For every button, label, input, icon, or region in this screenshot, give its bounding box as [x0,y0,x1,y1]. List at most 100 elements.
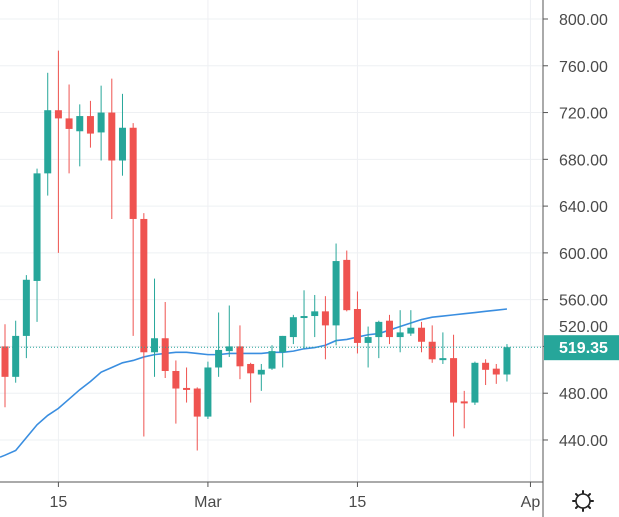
ma-line [0,308,508,458]
candle-body [225,346,233,352]
candle-body [172,370,180,389]
candle [33,168,41,322]
candle-body [257,369,265,375]
candle-body [289,317,297,338]
candle [193,387,201,451]
candle [97,85,105,161]
candle-body [65,118,73,129]
candle-body [353,309,361,343]
candle-body [215,349,223,368]
candle [215,312,223,377]
last-price-label: 519.35 [559,340,608,357]
candles [1,50,511,451]
candle-body [161,338,169,371]
candle [471,361,479,405]
candle [129,123,137,336]
candle [268,345,276,370]
candle-body [108,112,116,161]
candle [151,278,159,377]
candle [22,275,30,359]
candle-body [279,335,287,353]
candle-body [118,127,126,161]
candle-body [343,259,351,311]
x-tick-label: Mar [194,494,222,511]
y-tick-label: 480.00 [559,386,608,403]
candle [353,291,361,354]
candle [428,325,436,363]
candle [118,93,126,176]
candle [225,305,233,357]
candle-body [321,311,329,326]
candle-body [247,363,255,374]
candle [482,359,490,386]
candle-body [332,261,340,326]
candle-body [140,218,148,353]
candle-body [492,368,500,375]
candle-body [151,338,159,353]
candle-body [482,362,490,370]
candle [140,213,148,437]
candle [492,363,500,384]
candle [396,310,404,353]
candle [172,360,180,424]
y-tick-label: 440.00 [559,433,608,450]
y-tick-label: 800.00 [559,12,608,29]
candle-body [428,341,436,360]
y-tick-label: 520.00 [559,319,608,336]
candle-body [450,358,458,403]
grid [0,0,543,482]
candle [76,104,84,167]
y-tick-label: 760.00 [559,59,608,76]
candle [439,332,447,364]
gear-icon[interactable] [572,490,594,512]
candle-body [183,387,191,390]
candle-body [385,320,393,338]
last-price-tag: 519.35 [544,335,619,361]
candle-body [460,401,468,404]
candle [247,362,255,403]
candle [321,296,329,360]
candle-body [503,347,511,375]
y-tick-label: 720.00 [559,106,608,123]
candle-body [204,367,212,417]
candle-body [22,279,30,336]
candle [300,290,308,349]
candle-body [54,110,62,119]
candle [460,390,468,429]
candle [54,50,62,253]
candle-body [86,116,94,134]
candle-body [12,335,20,377]
candle [364,326,372,368]
candle-body [76,116,84,132]
candle-body [439,358,447,361]
candle [204,361,212,419]
candle-body [33,173,41,281]
candle [503,344,511,382]
y-tick-label: 600.00 [559,246,608,263]
price-axis[interactable]: 800.00 760.00 720.00 680.00 640.00 600.00 560.… [542,0,608,517]
x-tick-label: 15 [349,494,367,511]
candle-body [300,316,308,319]
candle-body [471,362,479,403]
candle [236,325,244,380]
candle-body [97,112,105,133]
candle-body [396,332,404,338]
x-tick-label: Ap [521,494,541,511]
last-price-badge [544,335,619,361]
candle [343,250,351,312]
candle [279,335,287,368]
candle [65,84,73,174]
candle [257,363,265,391]
x-tick-label: 15 [50,494,68,511]
candle-body [311,311,319,317]
candle-body [129,127,137,219]
candle-body [1,346,9,377]
time-axis[interactable]: 15 Mar 15 Ap [0,481,543,511]
candle [12,320,20,383]
moving-average [0,308,508,458]
candle [1,324,9,408]
candle [311,294,319,338]
candle-body [268,351,276,369]
y-tick-label: 640.00 [559,199,608,216]
